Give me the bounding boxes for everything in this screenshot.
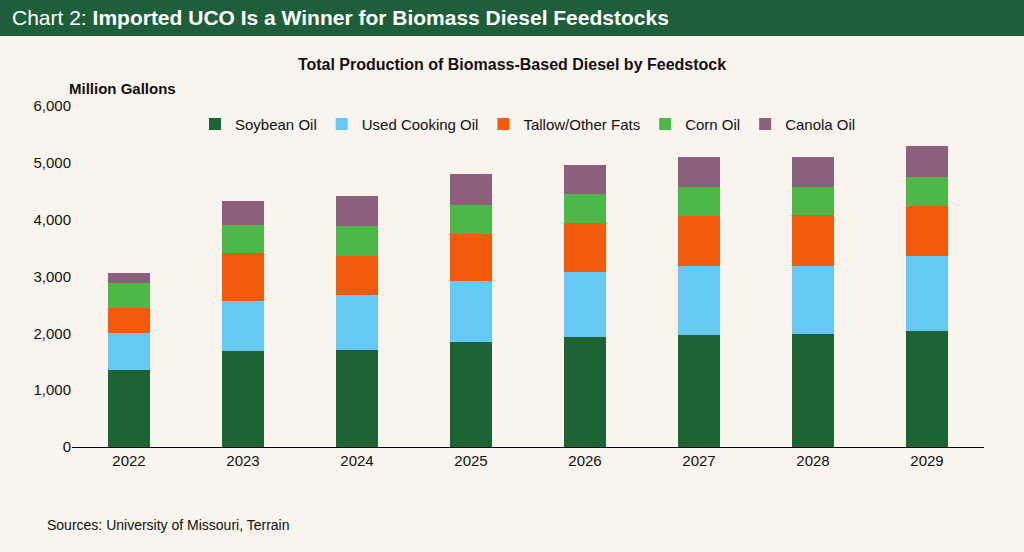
svg-text:5,000: 5,000 (33, 154, 71, 171)
svg-text:2025: 2025 (454, 452, 487, 469)
svg-text:2024: 2024 (340, 452, 373, 469)
svg-text:2026: 2026 (568, 452, 601, 469)
svg-text:Used Cooking Oil: Used Cooking Oil (362, 116, 479, 133)
svg-text:Soybean Oil: Soybean Oil (235, 116, 317, 133)
svg-text:2022: 2022 (112, 452, 145, 469)
svg-text:Million Gallons: Million Gallons (69, 80, 176, 97)
svg-text:Canola Oil: Canola Oil (785, 116, 855, 133)
svg-text:6,000: 6,000 (33, 97, 71, 114)
svg-text:2,000: 2,000 (33, 325, 71, 342)
svg-text:0: 0 (63, 438, 71, 455)
svg-text:3,000: 3,000 (33, 268, 71, 285)
svg-text:4,000: 4,000 (33, 211, 71, 228)
svg-text:Tallow/Other Fats: Tallow/Other Fats (523, 116, 640, 133)
svg-text:2029: 2029 (910, 452, 943, 469)
svg-text:1,000: 1,000 (33, 381, 71, 398)
html-text:Chart 2: Imported UCO Is a Win: Chart 2: Imported UCO Is a Winner for Bi… (12, 6, 669, 29)
svg-text:Total Production of Biomass-Ba: Total Production of Biomass-Based Diesel… (298, 56, 726, 73)
svg-text:2028: 2028 (796, 452, 829, 469)
svg-text:Corn Oil: Corn Oil (685, 116, 740, 133)
svg-text:2027: 2027 (682, 452, 715, 469)
svg-text:2023: 2023 (226, 452, 259, 469)
svg-text:Sources: University of Missour: Sources: University of Missouri, Terrain (47, 517, 289, 533)
